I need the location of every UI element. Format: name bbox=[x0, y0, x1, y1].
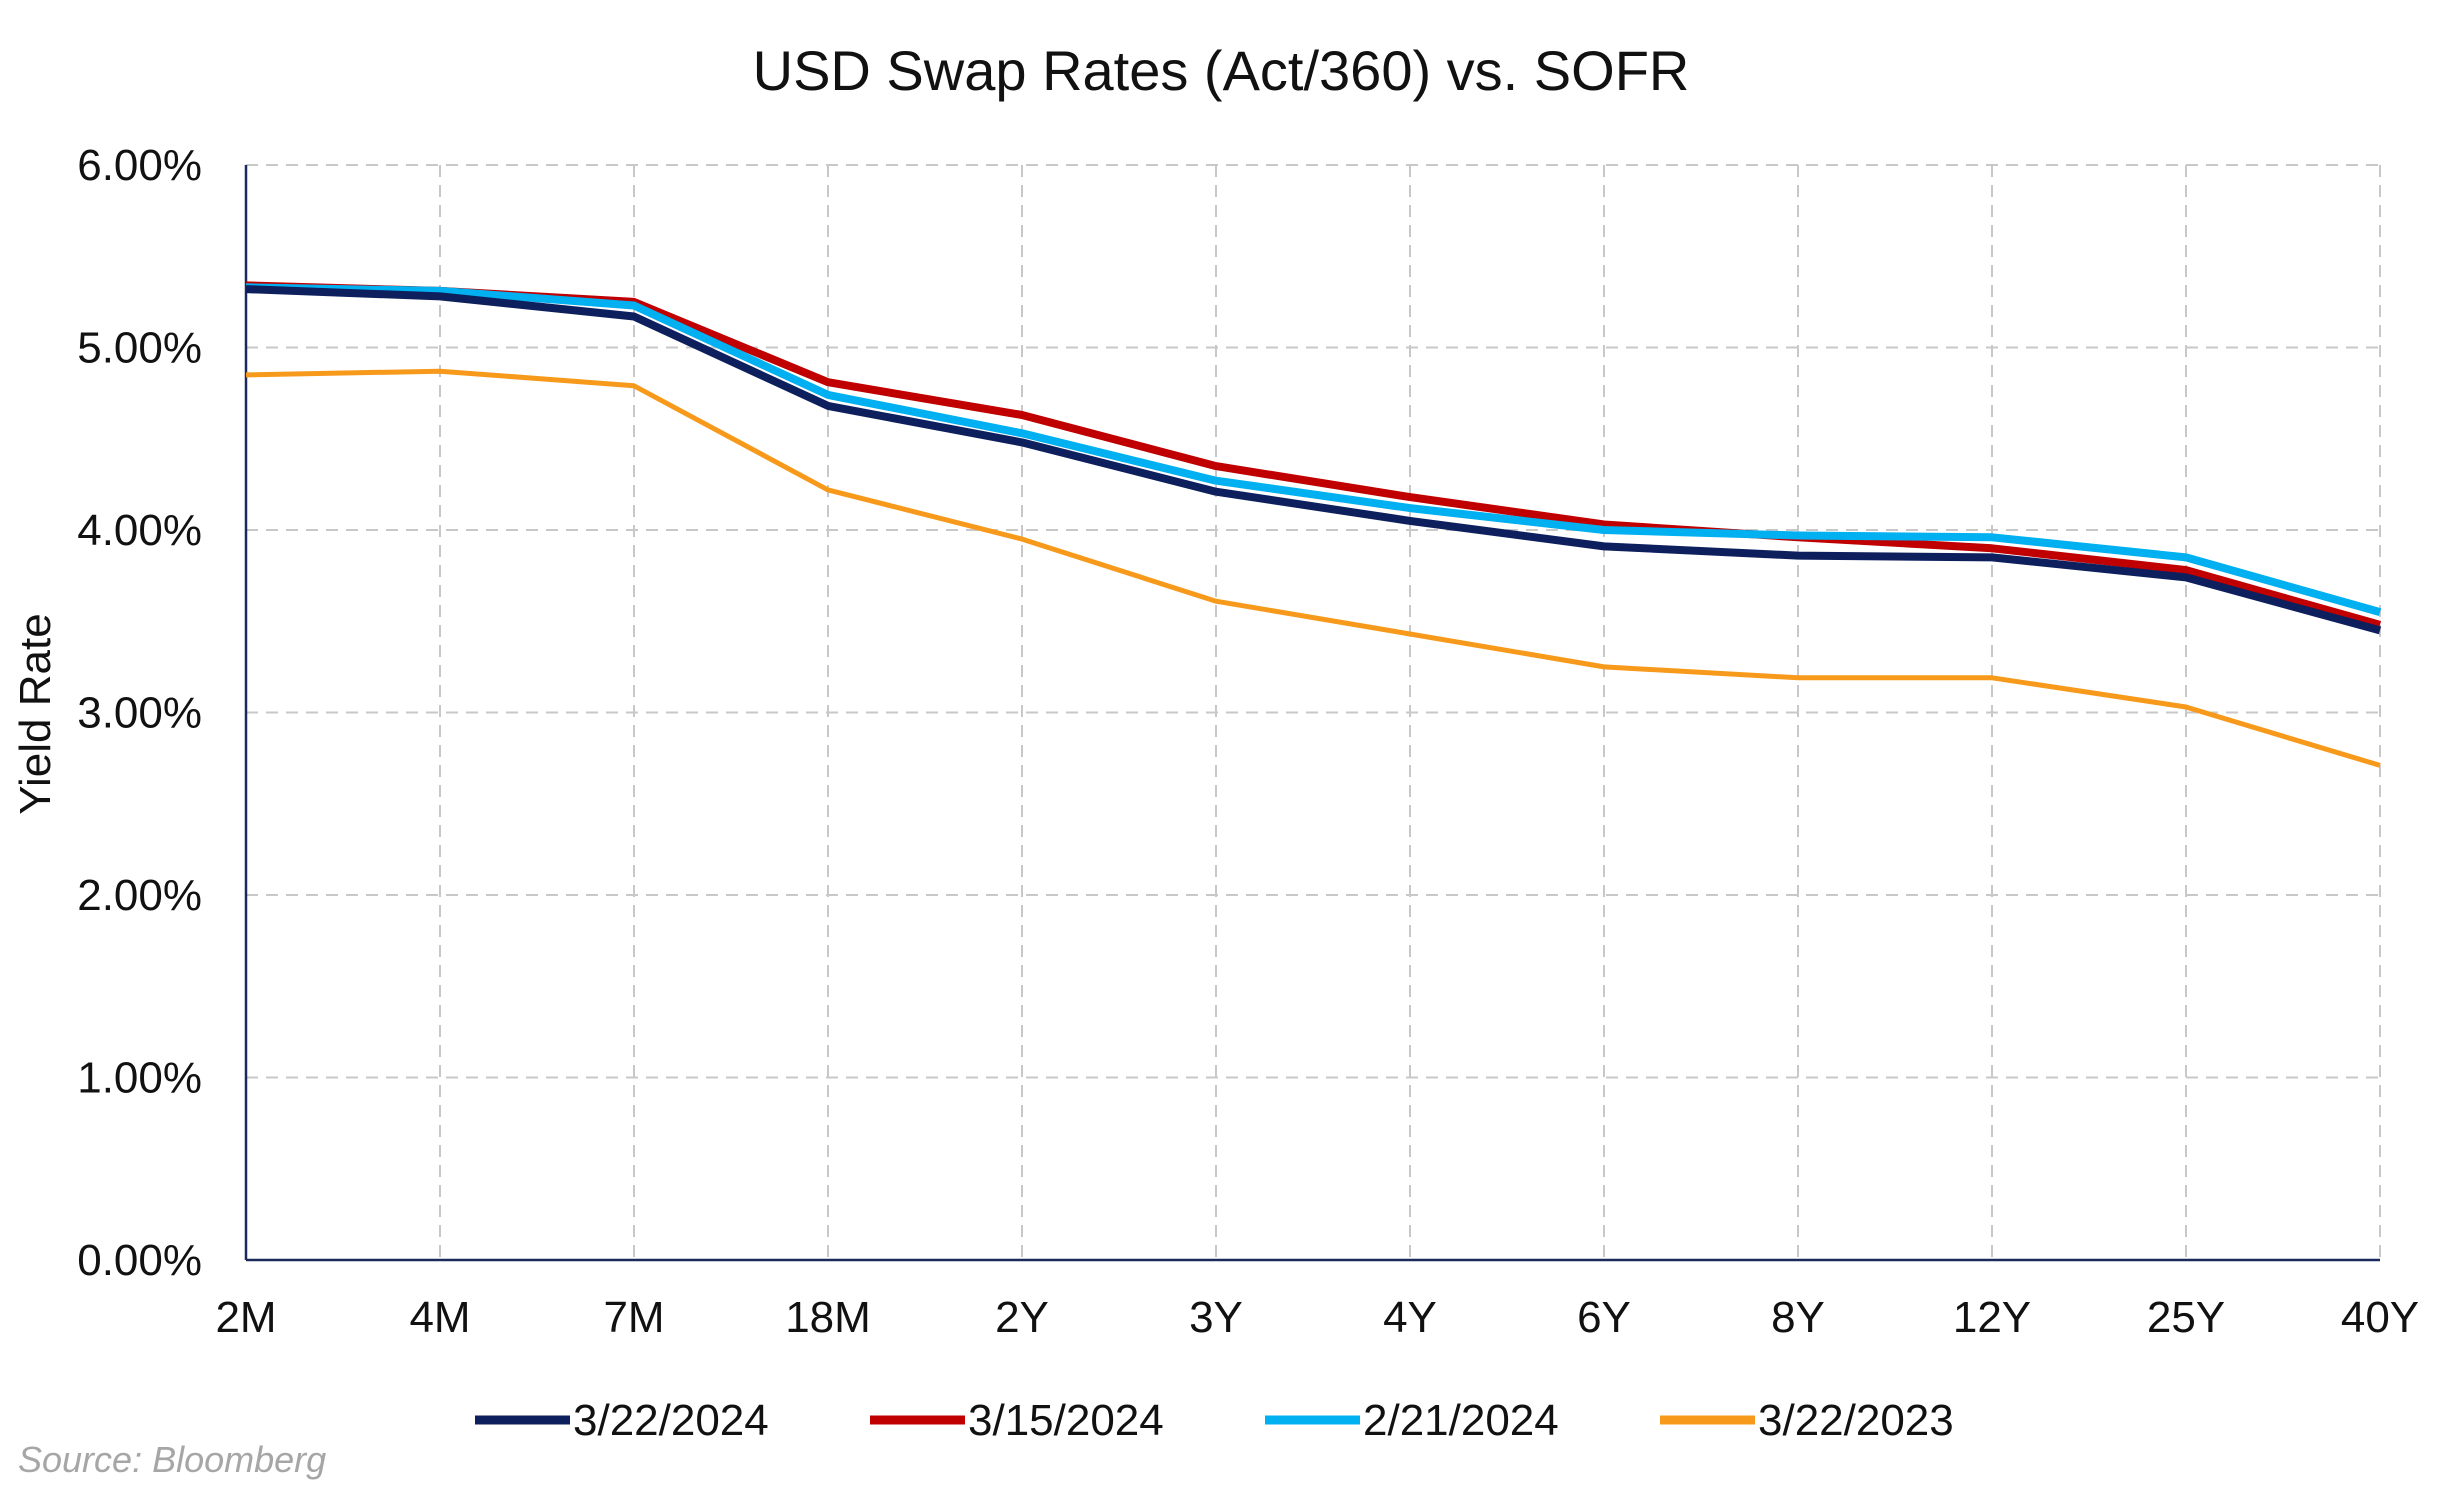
x-tick-labels: 2M 4M 7M 18M 2Y 3Y 4Y 6Y 8Y 12Y 25Y 40Y bbox=[215, 1293, 2419, 1342]
legend-label: 3/22/2023 bbox=[1758, 1396, 1954, 1445]
x-tick-label: 25Y bbox=[2147, 1293, 2225, 1342]
source-note: Source: Bloomberg bbox=[18, 1439, 326, 1480]
x-tick-label: 12Y bbox=[1953, 1293, 2031, 1342]
legend-label: 3/22/2024 bbox=[573, 1396, 769, 1445]
x-tick-label: 40Y bbox=[2341, 1293, 2419, 1342]
grid bbox=[246, 164, 2381, 1260]
legend-label: 3/15/2024 bbox=[968, 1396, 1164, 1445]
legend-item: 3/22/2024 bbox=[475, 1396, 769, 1445]
series-line-3-22-2024 bbox=[245, 285, 2382, 635]
y-tick-label: 1.00% bbox=[77, 1054, 202, 1103]
series-line-3-15-2024 bbox=[245, 281, 2382, 629]
x-tick-label: 4M bbox=[409, 1293, 470, 1342]
y-tick-label: 4.00% bbox=[77, 506, 202, 555]
x-tick-label: 2M bbox=[215, 1293, 276, 1342]
legend-item: 3/15/2024 bbox=[870, 1396, 1164, 1445]
series-lines bbox=[245, 281, 2382, 768]
legend-item: 3/22/2023 bbox=[1660, 1396, 1954, 1445]
legend: 3/22/2024 3/15/2024 2/21/2024 3/22/2023 bbox=[475, 1396, 1954, 1445]
x-tick-label: 6Y bbox=[1577, 1293, 1631, 1342]
x-tick-label: 2Y bbox=[995, 1293, 1049, 1342]
x-tick-label: 18M bbox=[785, 1293, 871, 1342]
x-tick-label: 3Y bbox=[1189, 1293, 1243, 1342]
series-line-2-21-2024 bbox=[245, 283, 2382, 616]
y-tick-labels: 0.00% 1.00% 2.00% 3.00% 4.00% 5.00% 6.00% bbox=[77, 141, 202, 1285]
y-tick-label: 6.00% bbox=[77, 141, 202, 190]
x-tick-label: 7M bbox=[603, 1293, 664, 1342]
chart-title: USD Swap Rates (Act/360) vs. SOFR bbox=[753, 39, 1690, 102]
x-tick-label: 4Y bbox=[1383, 1293, 1437, 1342]
y-tick-label: 0.00% bbox=[77, 1236, 202, 1285]
legend-label: 2/21/2024 bbox=[1363, 1396, 1559, 1445]
y-tick-label: 2.00% bbox=[77, 871, 202, 920]
x-tick-label: 8Y bbox=[1771, 1293, 1825, 1342]
y-tick-label: 5.00% bbox=[77, 324, 202, 373]
y-tick-label: 3.00% bbox=[77, 689, 202, 738]
y-axis-label: Yield Rate bbox=[11, 613, 60, 814]
legend-item: 2/21/2024 bbox=[1265, 1396, 1559, 1445]
axes bbox=[244, 165, 2380, 1262]
series-line-3-22-2023 bbox=[245, 368, 2381, 768]
